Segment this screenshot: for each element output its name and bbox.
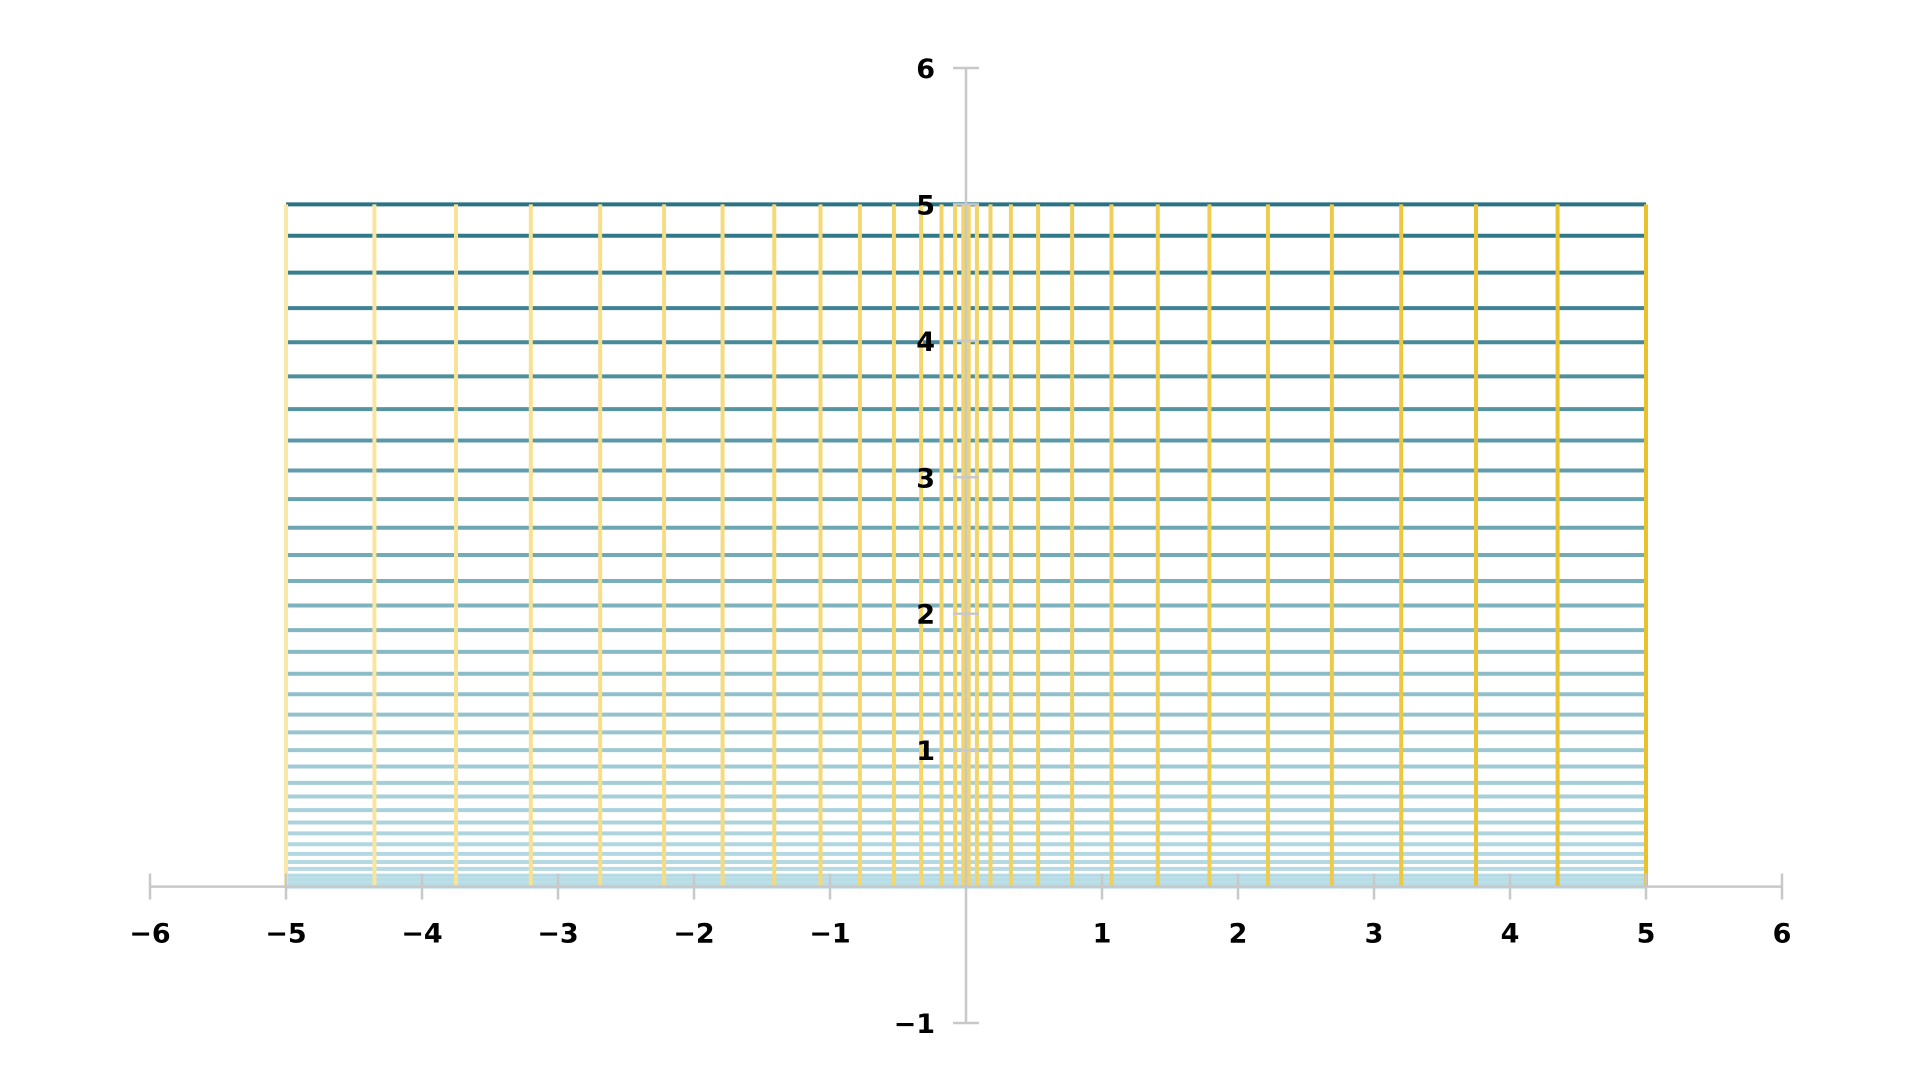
x-tick-label: −2 [673, 919, 714, 950]
x-tick-label: −3 [537, 919, 578, 950]
x-tick-label: 5 [1637, 919, 1656, 950]
y-tick-label: 1 [916, 736, 935, 767]
x-tick-label: 4 [1501, 919, 1520, 950]
x-tick-label: −1 [809, 919, 850, 950]
y-tick-label: 2 [916, 600, 935, 631]
x-tick-label: −5 [265, 919, 306, 950]
y-tick-label: 5 [916, 190, 935, 221]
y-tick-label: 3 [916, 463, 935, 494]
x-tick-label: 2 [1229, 919, 1248, 950]
x-tick-label: 6 [1773, 919, 1792, 950]
y-tick-label: 4 [916, 327, 935, 358]
y-tick-label: 6 [916, 54, 935, 85]
x-tick-label: −6 [129, 919, 170, 950]
x-tick-label: −4 [401, 919, 442, 950]
y-tick-label: −1 [894, 1009, 935, 1040]
x-tick-label: 3 [1365, 919, 1384, 950]
tick-layer: −6 −5 −4 −3 −2 −1 1 2 3 4 5 6 −1 1 2 3 4 5 6 [129, 54, 1791, 1040]
x-tick-label: 1 [1093, 919, 1112, 950]
